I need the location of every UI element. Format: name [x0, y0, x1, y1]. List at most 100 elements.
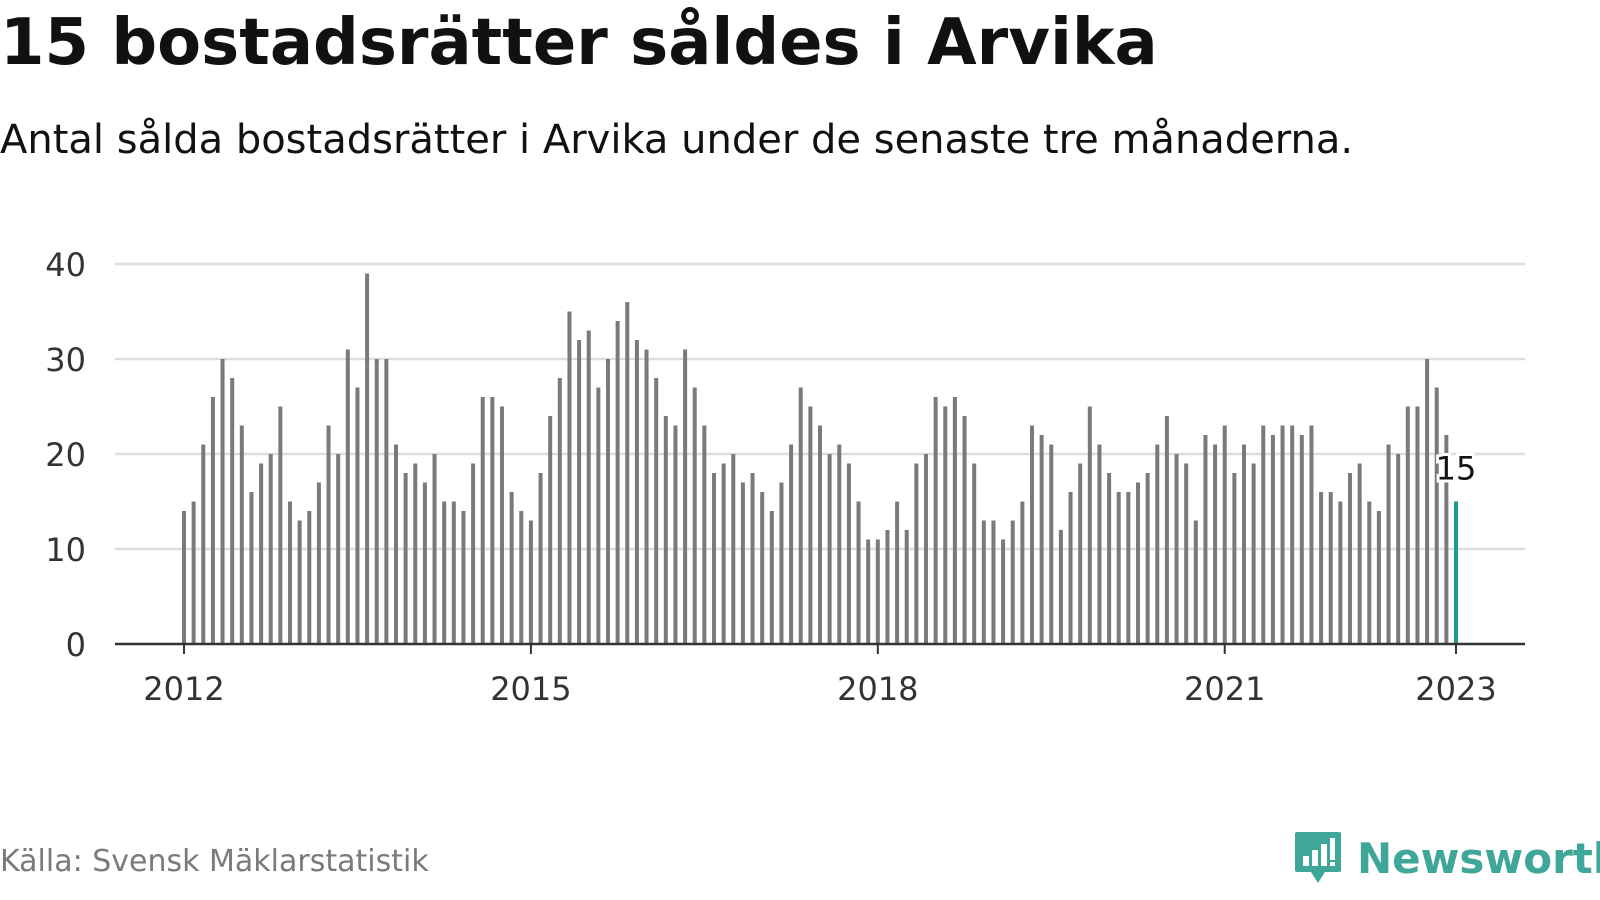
bar — [1164, 416, 1169, 644]
bar — [962, 416, 967, 644]
bar — [634, 340, 639, 644]
bar — [1145, 473, 1150, 644]
bar — [471, 463, 476, 644]
bar — [798, 387, 803, 644]
brand-name: Newsworthy — [1357, 833, 1600, 883]
bar — [1386, 444, 1391, 644]
bar — [981, 520, 986, 644]
bar — [866, 539, 871, 644]
bar — [654, 378, 659, 644]
bar — [1058, 530, 1063, 644]
bar — [750, 473, 755, 644]
bar — [740, 482, 745, 644]
bar — [297, 520, 302, 644]
bar-highlight — [1454, 501, 1458, 644]
bar — [721, 463, 726, 644]
bar — [490, 397, 495, 644]
bar — [365, 273, 370, 644]
bar — [1290, 425, 1295, 644]
bar — [480, 397, 485, 644]
bar — [259, 463, 264, 644]
bar — [355, 387, 360, 644]
bar — [972, 463, 977, 644]
y-tick-label: 0 — [66, 626, 86, 664]
bar — [413, 463, 418, 644]
bar — [1396, 454, 1401, 644]
bar — [1213, 444, 1218, 644]
y-tick-label: 40 — [45, 246, 86, 284]
bar — [451, 501, 456, 644]
bar — [663, 416, 668, 644]
bar — [182, 511, 186, 644]
bar — [846, 463, 851, 644]
bar — [692, 387, 697, 644]
bar — [1251, 463, 1256, 644]
bar — [904, 530, 909, 644]
bar — [1328, 492, 1333, 644]
bar-chart-speech-bubble-icon — [1295, 832, 1341, 883]
bar — [316, 482, 321, 644]
bar — [991, 520, 996, 644]
bar — [789, 444, 794, 644]
bar — [1097, 444, 1102, 644]
bar — [914, 463, 919, 644]
x-tick-label: 2012 — [143, 670, 224, 708]
y-tick-label: 30 — [45, 341, 86, 379]
x-tick-label: 2015 — [490, 670, 571, 708]
bar — [268, 454, 273, 644]
bar — [1309, 425, 1314, 644]
bar — [769, 511, 774, 644]
bar — [818, 425, 822, 644]
bar — [1010, 520, 1015, 644]
bar — [249, 492, 254, 644]
bar — [1357, 463, 1362, 644]
bar — [1136, 482, 1140, 644]
bar — [1001, 539, 1006, 644]
highlight-value-label: 15 — [1436, 450, 1477, 488]
bar — [895, 501, 900, 644]
bar — [1193, 520, 1198, 644]
bar — [519, 511, 524, 644]
bar — [933, 397, 938, 644]
bar — [1155, 444, 1160, 644]
bar — [1039, 435, 1044, 644]
bar — [278, 406, 283, 644]
bar — [1280, 425, 1285, 644]
bar — [442, 501, 447, 644]
bar — [952, 397, 957, 644]
bar — [1425, 359, 1430, 644]
bar — [1367, 501, 1372, 644]
x-tick-label: 2021 — [1184, 670, 1265, 708]
bar — [1184, 463, 1189, 644]
bar — [374, 359, 379, 644]
bar — [201, 444, 206, 644]
bar — [1126, 492, 1131, 644]
bar — [943, 406, 948, 644]
bar — [1299, 435, 1304, 644]
bar — [220, 359, 225, 644]
bar — [673, 425, 678, 644]
bar — [230, 378, 235, 644]
bar — [856, 501, 861, 644]
source-note: Källa: Svensk Mäklarstatistik — [0, 844, 429, 879]
bar — [326, 425, 331, 644]
bar — [1319, 492, 1324, 644]
bar — [1376, 511, 1381, 644]
bar — [394, 444, 398, 644]
bar — [712, 473, 716, 644]
x-tick-label: 2023 — [1415, 670, 1496, 708]
bar — [1415, 406, 1420, 644]
bar — [577, 340, 582, 644]
bar — [239, 425, 244, 644]
bar — [1270, 435, 1275, 644]
bar — [1232, 473, 1237, 644]
bar — [1348, 473, 1352, 644]
bar — [345, 349, 350, 644]
bar — [1020, 501, 1025, 644]
bar — [1049, 444, 1054, 644]
bar — [644, 349, 649, 644]
bar — [1078, 463, 1083, 644]
chart-title: 15 bostadsrätter såldes i Arvika — [0, 6, 1158, 80]
bar — [384, 359, 389, 644]
bar — [336, 454, 341, 644]
